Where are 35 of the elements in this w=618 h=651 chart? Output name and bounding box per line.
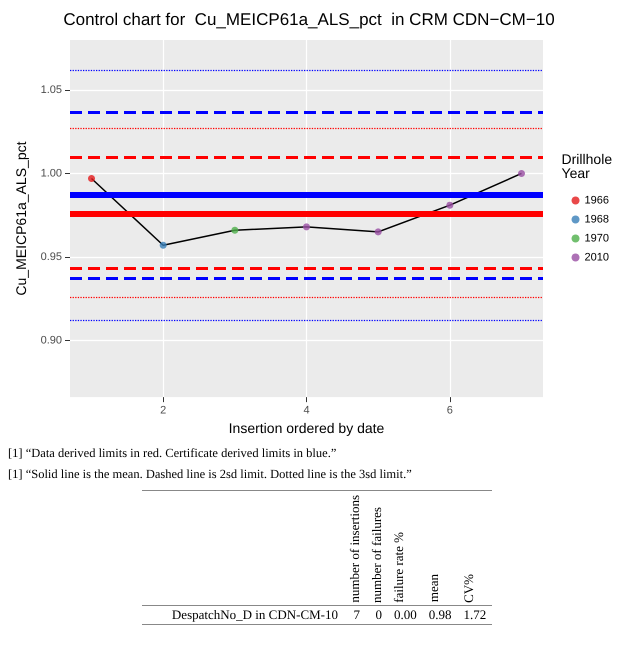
category-label: mean	[426, 574, 442, 603]
point	[231, 226, 238, 234]
x-tick-label: 2	[160, 404, 166, 417]
legend-label: 1968	[584, 214, 610, 226]
text: 1.72	[464, 606, 486, 622]
legend-label: 1966	[584, 194, 610, 206]
category-label: number of insertions	[347, 495, 363, 603]
y-tick-label: 0.90	[40, 334, 62, 346]
point	[303, 223, 310, 230]
text: 0	[376, 606, 382, 622]
legend-label: 2010	[584, 252, 610, 264]
legend-label: 1970	[584, 232, 610, 244]
legend-title: Drillhole Year	[562, 151, 616, 181]
text: 7	[354, 606, 360, 622]
x-axis-title: Insertion ordered by date	[228, 420, 385, 436]
text: 0.98	[428, 606, 452, 622]
y-tick-label: 0.95	[40, 250, 62, 263]
point	[88, 175, 95, 182]
x-tick-label: 6	[446, 404, 453, 417]
chart-title: Control chart for Cu_MEICP61a_ALS_pct in CRM CDN−CM−10	[63, 10, 555, 29]
point	[446, 202, 454, 209]
category-label: DespatchNo_D in CDN-CM-10	[172, 606, 338, 622]
text: [1] “Data derived limits in red. Certificate derived limits in blue.”	[8, 446, 338, 461]
x-tick-label: 4	[303, 404, 310, 417]
y-axis-title: Cu_MEICP61a_ALS_pct	[13, 141, 29, 296]
category-label: number of failures	[369, 506, 385, 603]
point	[518, 170, 525, 177]
text: [1] “Solid line is the mean. Dashed line is 2sd limit. Dotted line is the 3sd limit.”	[8, 467, 413, 482]
category-label: CV%	[460, 574, 476, 603]
y-tick-label: 1.00	[40, 167, 62, 180]
y-tick-label: 1.05	[40, 84, 62, 96]
category-label: failure rate %	[391, 532, 407, 603]
text: 0.00	[394, 606, 417, 622]
point	[160, 242, 167, 249]
point	[374, 228, 382, 236]
